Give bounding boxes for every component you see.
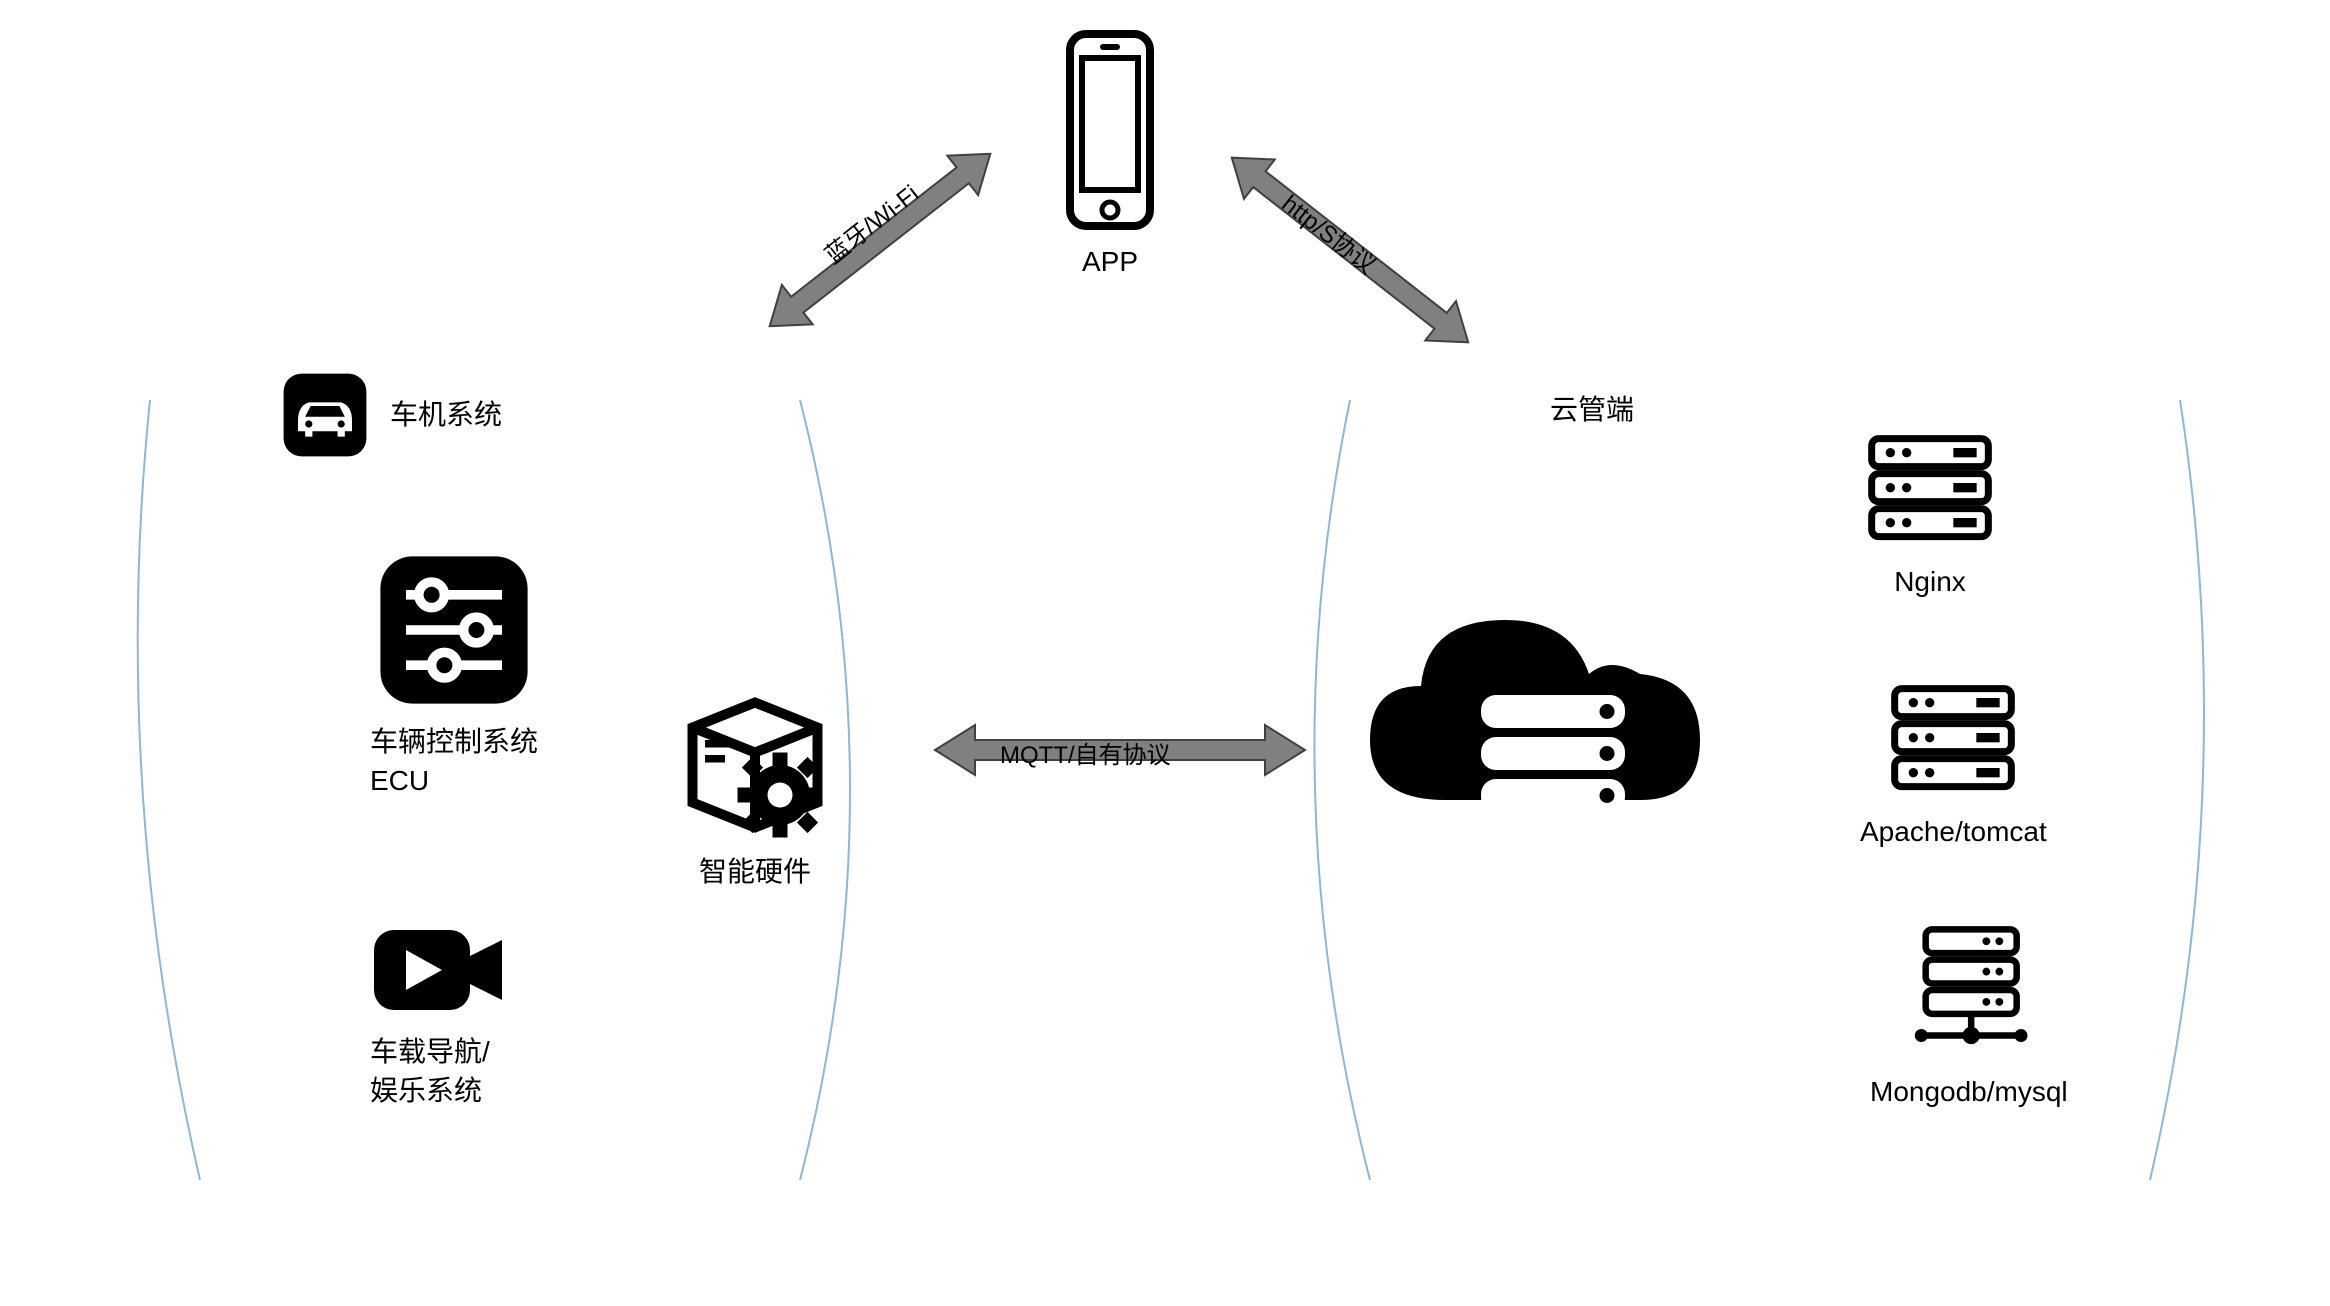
nav-label: 车载导航/ 娱乐系统 [370,1032,490,1110]
car-system-node: 车机系统 [280,370,502,460]
phone-icon [1060,30,1160,230]
apache-label: Apache/tomcat [1860,812,2047,851]
sliders-icon [374,550,534,710]
app-node: APP [1060,30,1160,281]
cloud-label: 云管端 [1550,390,1634,429]
car-system-label: 车机系统 [390,395,502,434]
nginx-node: Nginx [1860,430,2000,601]
cloud-node [1350,590,1720,860]
apache-node: Apache/tomcat [1860,680,2047,851]
server-db-icon [1904,920,2034,1060]
box-gear-icon [680,690,830,840]
mqtt-label: MQTT/自有协议 [1000,735,1171,770]
server-icon [1860,430,2000,550]
car-icon [280,370,370,460]
hw-label: 智能硬件 [699,852,811,891]
ecu-label: 车辆控制系统 ECU [370,722,538,800]
nginx-label: Nginx [1894,562,1966,601]
video-icon [370,920,510,1020]
bt-wifi-arrow [720,120,1040,360]
cloud-server-icon [1350,590,1720,860]
server-icon [1883,680,2023,800]
db-label: Mongodb/mysql [1870,1072,2068,1111]
smart-hardware-node: 智能硬件 [680,690,830,891]
db-node: Mongodb/mysql [1870,920,2068,1111]
nav-entertainment-node: 车载导航/ 娱乐系统 [370,920,510,1110]
app-label: APP [1082,242,1138,281]
ecu-node: 车辆控制系统 ECU [370,550,538,800]
